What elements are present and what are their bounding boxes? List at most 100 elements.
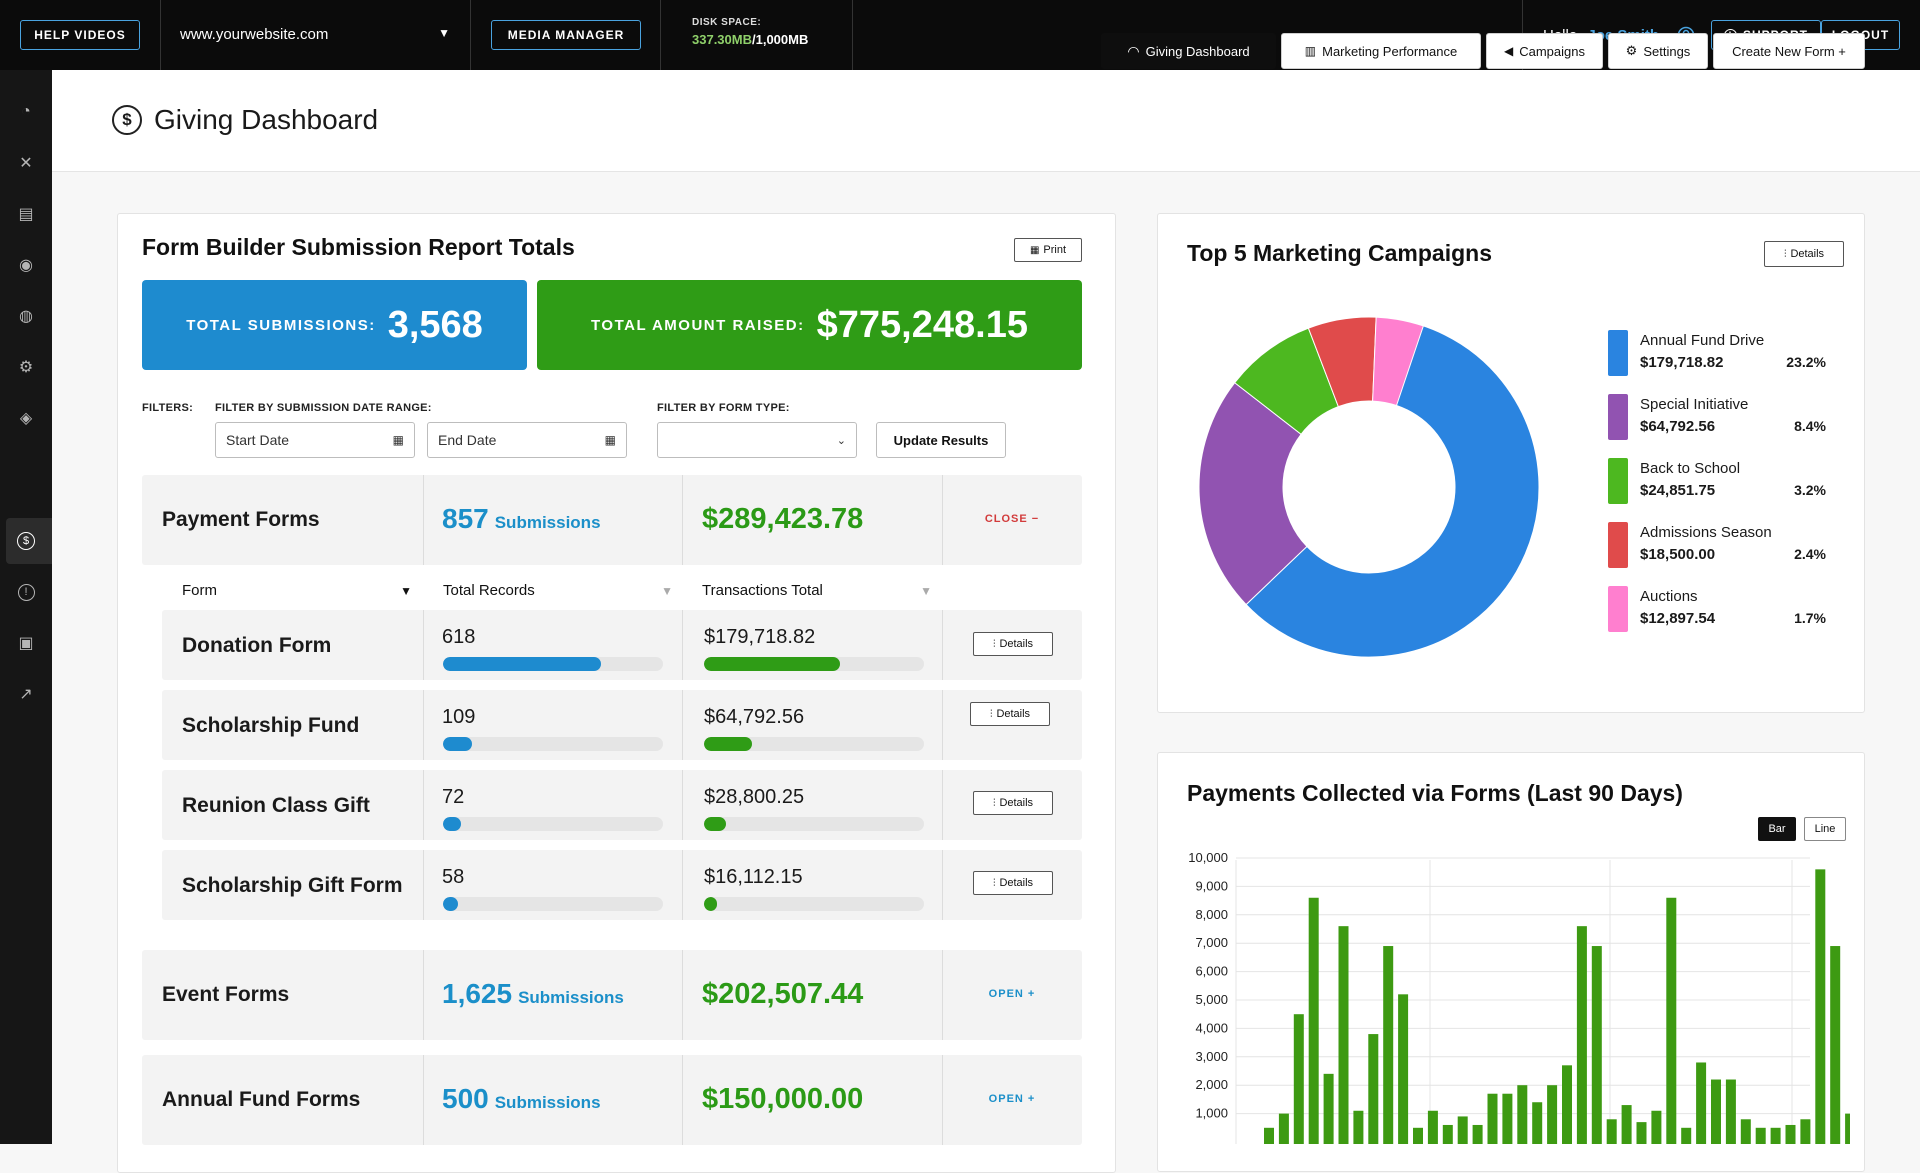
total-submissions-box: TOTAL SUBMISSIONS: 3,568 [142,280,527,370]
nav-settings[interactable]: ⚙ Settings [1608,33,1708,69]
chart-bar[interactable] [1636,1122,1647,1144]
chart-bar[interactable] [1711,1079,1721,1144]
details-button[interactable]: ⫶ Details [973,791,1053,815]
chart-bar[interactable] [1845,1113,1850,1144]
nav-campaigns[interactable]: ◀ Campaigns [1486,33,1603,69]
amount-progress [704,737,924,751]
chart-bar[interactable] [1472,1124,1483,1144]
nav-giving-dashboard[interactable]: ◠ Giving Dashboard [1101,33,1276,69]
nav-marketing-performance[interactable]: ▥ Marketing Performance [1281,33,1481,69]
chart-bar[interactable] [1517,1085,1528,1144]
chart-bar[interactable] [1278,1113,1289,1144]
chart-bar[interactable] [1755,1127,1766,1144]
chart-bar[interactable] [1547,1085,1558,1144]
chart-bar[interactable] [1725,1079,1736,1144]
update-results-button[interactable]: Update Results [876,422,1006,458]
chart-bar[interactable] [1413,1127,1423,1144]
media-manager-button[interactable]: MEDIA MANAGER [491,20,641,50]
chart-bar[interactable] [1368,1034,1379,1144]
chart-bar[interactable] [1785,1124,1796,1144]
calendar-icon: ▦ [392,433,404,447]
line-toggle-button[interactable]: Line [1804,817,1846,841]
chart-bar[interactable] [1666,897,1677,1144]
print-button[interactable]: ▦ Print [1014,238,1082,262]
code-icon[interactable]: ▣ [18,635,34,652]
donut-slice[interactable] [1245,316,1540,658]
chart-bar[interactable] [1383,946,1394,1144]
details-button[interactable]: ⫶ Details [970,702,1050,726]
site-select[interactable]: www.yourwebsite.com ▼ [180,26,450,43]
chart-bar[interactable] [1681,1127,1692,1144]
sliders-icon: ⫶ [992,638,996,650]
chart-bar[interactable] [1487,1093,1498,1144]
donut-slice[interactable] [1198,382,1308,606]
sliders-icon: ⫶ [1783,248,1787,260]
end-date-input[interactable]: End Date ▦ [427,422,627,458]
user-icon[interactable]: ◉ [19,257,33,274]
form-type-select[interactable]: ⌄ [657,422,857,458]
chart-bar[interactable] [1562,1065,1572,1144]
chart-bar[interactable] [1353,1110,1364,1144]
dollar-icon[interactable]: $ [14,529,38,553]
chart-bar[interactable] [1532,1102,1543,1144]
chart-bar[interactable] [1800,1119,1811,1144]
chart-bar[interactable] [1308,897,1319,1144]
create-new-form-button[interactable]: Create New Form + [1713,33,1865,69]
chart-bar[interactable] [1591,946,1602,1144]
box-icon[interactable]: ◈ [19,410,33,427]
gear-group-icon[interactable]: ⚙ [18,359,34,376]
gear-icon: ⚙ [1625,43,1638,58]
dashboard-gauge-icon[interactable]: ◔ [21,103,31,120]
chart-bar[interactable] [1815,869,1826,1144]
chart-bar[interactable] [1770,1127,1781,1144]
chart-bar[interactable] [1323,1073,1334,1144]
payments-title: Payments Collected via Forms (Last 90 Da… [1187,780,1683,806]
bar-toggle-button[interactable]: Bar [1758,817,1796,841]
chart-bar[interactable] [1338,926,1349,1144]
campaigns-details-button[interactable]: ⫶ Details [1764,241,1844,267]
chart-bar[interactable] [1576,926,1587,1144]
details-button[interactable]: ⫶ Details [973,871,1053,895]
chart-bar[interactable] [1427,1110,1438,1144]
group-event-forms: Event Forms 1,625 Submissions $202,507.44… [142,950,1082,1040]
column-form[interactable]: Form ▼ [182,582,412,599]
donut-slice[interactable] [1372,316,1424,407]
alert-icon[interactable]: ! [14,580,38,604]
chart-bar[interactable] [1502,1093,1513,1144]
total-submissions-value: 3,568 [387,303,483,346]
table-row: Scholarship Gift Form 58 $16,112.15 ⫶ Det… [162,850,1082,920]
chart-bar[interactable] [1293,1014,1304,1144]
legend-item: Annual Fund Drive $179,718.82 23.2% [1608,330,1826,376]
total-submissions-label: TOTAL SUBMISSIONS: [186,316,376,334]
open-toggle[interactable]: OPEN + [988,988,1036,1000]
column-total-records[interactable]: Total Records ▼ [443,582,673,599]
help-videos-button[interactable]: HELP VIDEOS [20,20,140,50]
page-icon[interactable]: ▤ [18,206,34,223]
chart-bar[interactable] [1830,946,1841,1144]
close-toggle[interactable]: CLOSE − [984,513,1040,525]
chart-bar[interactable] [1457,1116,1468,1144]
disk-space-value: 337.30MB/1,000MB [692,32,809,47]
details-button[interactable]: ⫶ Details [973,632,1053,656]
chart-bar[interactable] [1398,994,1409,1144]
amount-progress [704,657,924,671]
y-tick-label: 3,000 [1195,1049,1228,1064]
y-tick-label: 8,000 [1195,907,1228,922]
column-transactions-total[interactable]: Transactions Total ▼ [702,582,932,599]
chart-bar[interactable] [1264,1127,1274,1144]
printer-icon: ▦ [1029,244,1040,256]
chart-bar[interactable] [1696,1062,1707,1144]
tools-icon[interactable]: ✕ [19,155,33,172]
globe-icon[interactable]: ◍ [19,308,33,325]
sliders-icon: ⫶ [992,877,996,889]
start-date-input[interactable]: Start Date ▦ [215,422,415,458]
legend-item: Back to School $24,851.75 3.2% [1608,458,1826,504]
open-toggle[interactable]: OPEN + [988,1093,1036,1105]
chart-bar[interactable] [1651,1110,1662,1144]
chart-bar[interactable] [1606,1119,1617,1144]
chart-bar[interactable] [1621,1105,1632,1144]
chart-bar[interactable] [1740,1119,1751,1144]
chevron-down-icon: ⌄ [836,434,846,447]
chart-bar[interactable] [1442,1124,1453,1144]
external-link-icon[interactable]: ↗ [19,686,33,703]
